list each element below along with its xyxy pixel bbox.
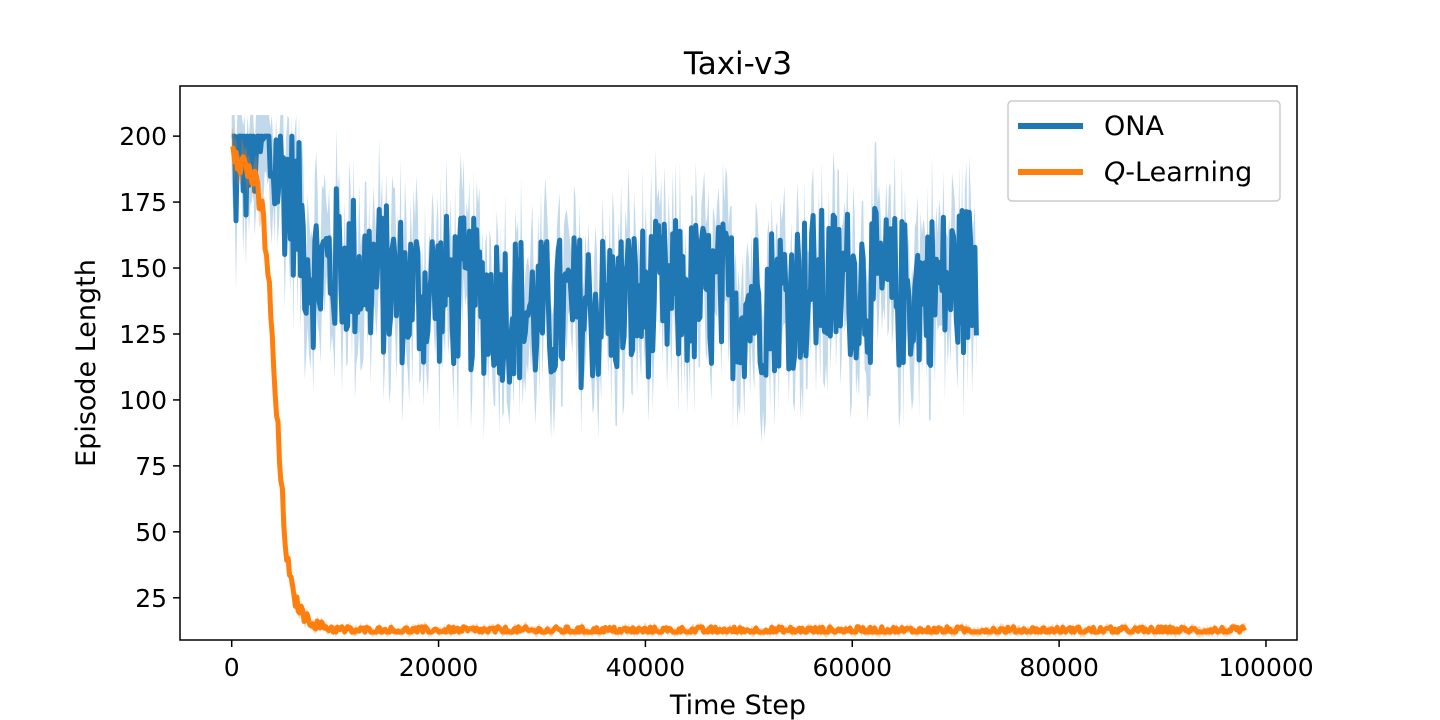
x-tick-label: 80000 xyxy=(1019,653,1099,682)
legend: ONA Q-Learning xyxy=(1007,100,1281,202)
series-line-0 xyxy=(230,133,979,391)
y-tick-label: 25 xyxy=(135,584,167,613)
axes: 0 20000 40000 60000 80000 100000 25 50 75 100 125 1… xyxy=(119,85,1314,682)
y-tick-label: 75 xyxy=(135,452,167,481)
y-tick-label: 50 xyxy=(135,518,167,547)
legend-label-q-rest: -Learning xyxy=(1125,157,1252,188)
x-tick-label: 20000 xyxy=(399,653,479,682)
x-axis-label: Time Step xyxy=(669,690,806,720)
legend-label-ona: ONA xyxy=(1104,111,1164,142)
axes-frame xyxy=(179,85,1298,641)
chart-title: Taxi-v3 xyxy=(683,46,792,82)
y-tick-label: 125 xyxy=(119,320,167,349)
plot-area xyxy=(229,115,1248,638)
x-tick-label: 0 xyxy=(224,653,240,682)
y-tick-label: 175 xyxy=(119,188,167,217)
legend-label-q-learning: Q-Learning xyxy=(1104,157,1252,188)
legend-label-q-italic: Q xyxy=(1104,157,1125,188)
y-tick-label: 100 xyxy=(119,386,167,415)
y-tick-label: 200 xyxy=(119,122,167,151)
x-tick-label: 100000 xyxy=(1218,653,1313,682)
series-line-1 xyxy=(229,145,1248,635)
y-axis-label: Episode Length xyxy=(71,259,102,467)
x-tick-label: 40000 xyxy=(606,653,686,682)
x-tick-label: 60000 xyxy=(813,653,893,682)
y-tick-label: 150 xyxy=(119,254,167,283)
